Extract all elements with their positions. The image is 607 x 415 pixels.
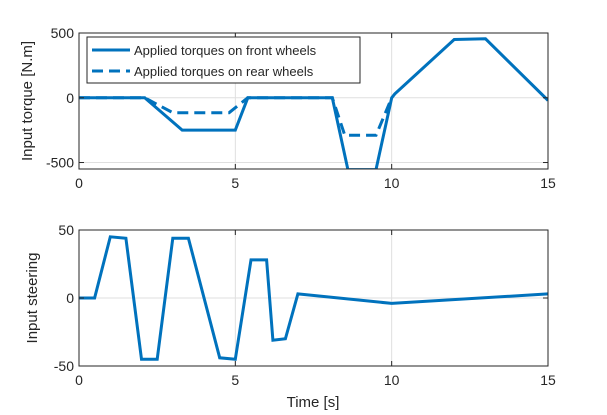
- torque-y-tick-label: 500: [51, 25, 75, 41]
- legend-box: [86, 36, 361, 84]
- torque-series-line-1: [79, 96, 394, 137]
- steering-y-tick-label: -50: [54, 358, 74, 374]
- torque-x-tick-label: 5: [231, 175, 239, 191]
- torque-y-axis-label: Input torque [N.m]: [19, 41, 36, 161]
- steering-y-tick-label: 0: [66, 290, 74, 306]
- steering-x-tick-label: 10: [384, 372, 400, 388]
- torque-axes-box: [78, 32, 549, 170]
- steering-x-tick-label: 0: [75, 372, 83, 388]
- torque-series-line-0: [79, 37, 548, 169]
- steering-y-tick-label: 50: [58, 222, 74, 238]
- torque-x-tick-label: 10: [384, 175, 400, 191]
- torque-x-tick-label: 0: [75, 175, 83, 191]
- torque-y-tick-label: 0: [66, 90, 74, 106]
- steering-y-axis-label: Input steering: [24, 253, 41, 344]
- time-x-axis-label: Time [s]: [287, 394, 340, 411]
- steering-x-tick-label: 5: [231, 372, 239, 388]
- steering-x-tick-label: 15: [540, 372, 556, 388]
- legend-label-front: Applied torques on front wheels: [134, 43, 317, 58]
- torque-y-tick-label: -500: [46, 155, 74, 171]
- torque-legend: Applied torques on front wheels Applied …: [86, 36, 361, 84]
- steering-series-line-0: [79, 235, 548, 361]
- torque-series: [79, 37, 548, 169]
- steering-series: [79, 235, 548, 361]
- torque-x-tick-label: 15: [540, 175, 556, 191]
- legend-label-rear: Applied torques on rear wheels: [134, 64, 314, 79]
